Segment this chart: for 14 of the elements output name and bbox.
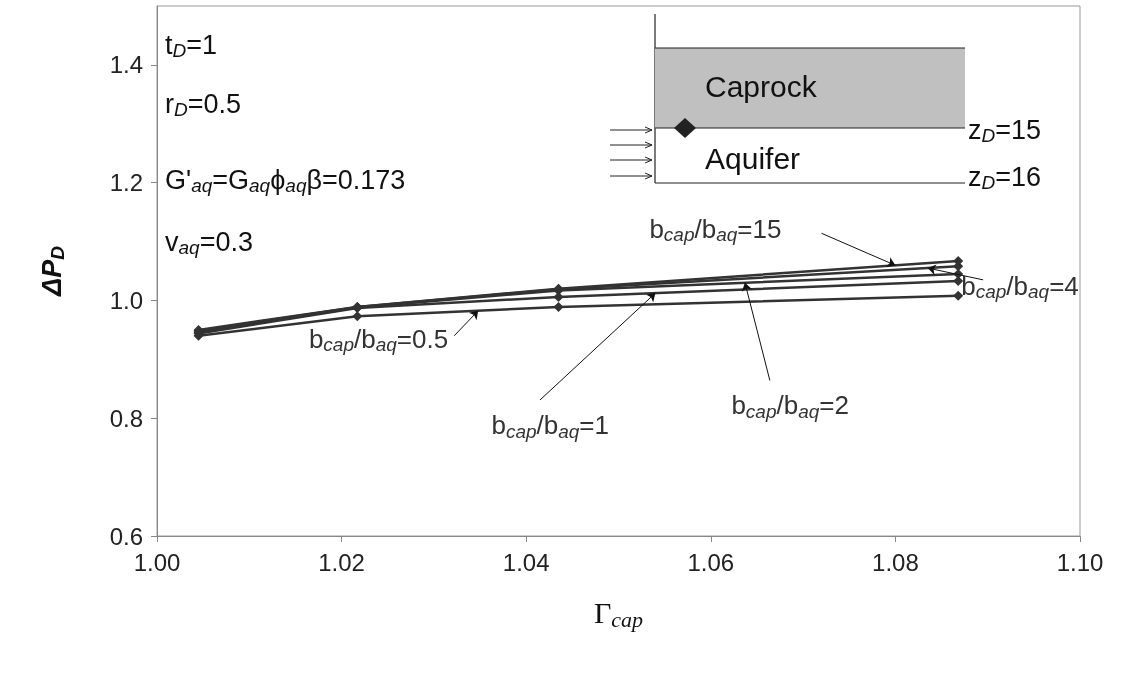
x-tick-label: 1.06 xyxy=(687,548,735,576)
x-tick-label: 1.10 xyxy=(1056,548,1104,576)
x-tick-label: 1.02 xyxy=(318,548,365,576)
x-tick-label: 1.00 xyxy=(133,548,181,576)
y-axis-title: ΔPD xyxy=(36,245,68,297)
y-tick-label: 0.6 xyxy=(109,522,143,550)
x-tick-label: 1.04 xyxy=(502,548,550,576)
y-tick-label: 1.4 xyxy=(109,51,143,79)
y-tick-label: 1.2 xyxy=(109,169,143,197)
x-tick-label: 1.08 xyxy=(872,548,919,576)
y-tick-label: 1.0 xyxy=(109,286,143,314)
annotation: Caprock xyxy=(705,69,818,103)
annotation: Aquifer xyxy=(705,141,801,175)
y-tick-label: 0.8 xyxy=(109,404,143,432)
